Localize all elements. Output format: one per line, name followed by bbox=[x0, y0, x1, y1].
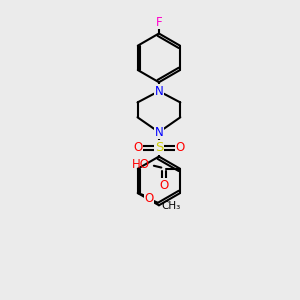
Text: O: O bbox=[145, 192, 154, 205]
Text: O: O bbox=[159, 178, 168, 192]
Text: N: N bbox=[154, 85, 163, 98]
Text: CH₃: CH₃ bbox=[161, 201, 180, 211]
Text: O: O bbox=[133, 141, 142, 154]
Text: HO: HO bbox=[132, 158, 150, 171]
Text: N: N bbox=[154, 126, 163, 139]
Text: O: O bbox=[176, 141, 185, 154]
Text: S: S bbox=[155, 141, 163, 154]
Text: F: F bbox=[156, 16, 162, 29]
